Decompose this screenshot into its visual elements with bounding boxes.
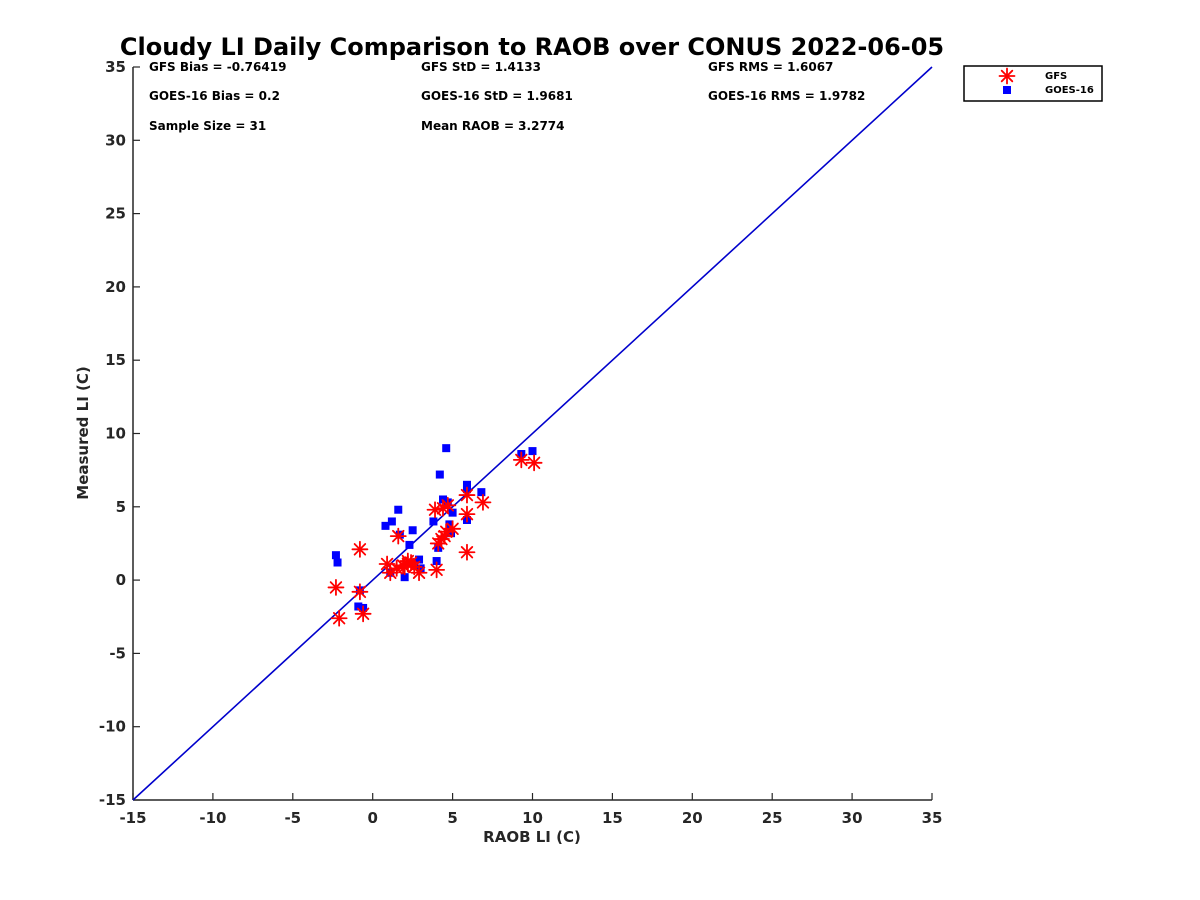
x-axis-label: RAOB LI (C) bbox=[483, 828, 581, 846]
stat-gfs-bias: GFS Bias = -0.76419 bbox=[149, 60, 286, 74]
goes-16-point bbox=[415, 555, 424, 564]
goes-16-point bbox=[435, 470, 444, 479]
legend-box bbox=[963, 65, 1103, 102]
goes-16-point bbox=[448, 508, 457, 517]
goes-16-point bbox=[354, 602, 363, 611]
x-tick-label: 0 bbox=[367, 809, 377, 827]
goes-16-point bbox=[405, 540, 414, 549]
x-tick-label: 25 bbox=[762, 809, 783, 827]
stat-gfs-rms: GFS RMS = 1.6067 bbox=[708, 60, 833, 74]
legend-label-goes-16: GOES-16 bbox=[1045, 85, 1094, 96]
gfs-point bbox=[512, 451, 530, 469]
y-tick-label: 30 bbox=[105, 131, 126, 149]
legend-marker-goes-16 bbox=[1003, 86, 1011, 94]
y-tick-label: 0 bbox=[116, 571, 126, 589]
x-tick-label: -5 bbox=[284, 809, 301, 827]
x-tick-label: 35 bbox=[922, 809, 943, 827]
stat-goes-bias: GOES-16 Bias = 0.2 bbox=[149, 89, 280, 103]
y-axis-label: Measured LI (C) bbox=[74, 366, 92, 499]
goes-16-point bbox=[432, 557, 441, 566]
gfs-point bbox=[439, 496, 457, 514]
gfs-point bbox=[474, 494, 492, 511]
gfs-point bbox=[428, 561, 446, 579]
stats-block: GFS Bias = -0.76419 GOES-16 Bias = 0.2 S… bbox=[149, 60, 865, 133]
y-tick-label: 15 bbox=[105, 351, 126, 369]
gfs-point bbox=[327, 579, 345, 596]
plot-area: -15 -10 -5 0 5 10 15 20 25 30 35 -15 -10 -5 0 5 10 15 20 25… bbox=[99, 58, 943, 827]
gfs-point bbox=[458, 486, 476, 504]
y-tick-label: 35 bbox=[105, 58, 126, 76]
goes-16-point bbox=[462, 480, 471, 489]
x-tick-label: -10 bbox=[199, 809, 226, 827]
gfs-point bbox=[525, 454, 543, 472]
goes-16-point bbox=[442, 444, 451, 453]
goes-16-point bbox=[394, 505, 403, 514]
gfs-point bbox=[436, 527, 454, 545]
gfs-point bbox=[351, 540, 369, 558]
gfs-point bbox=[354, 605, 372, 623]
one-to-one-reference-line bbox=[132, 66, 933, 801]
chart-title: Cloudy LI Daily Comparison to RAOB over … bbox=[120, 33, 944, 61]
x-tick-label: -15 bbox=[119, 809, 146, 827]
goes-16-point bbox=[381, 521, 390, 530]
y-tick-label: -10 bbox=[99, 718, 126, 736]
data-marks bbox=[327, 444, 543, 627]
goes-16-point bbox=[400, 573, 409, 582]
goes-16-point bbox=[331, 551, 340, 560]
y-tick-label: -5 bbox=[109, 644, 126, 662]
y-tick-label: 25 bbox=[105, 205, 126, 223]
x-tick-label: 15 bbox=[602, 809, 623, 827]
x-tick-label: 10 bbox=[522, 809, 543, 827]
goes-16-point bbox=[528, 447, 537, 456]
y-tick-label: -15 bbox=[99, 791, 126, 809]
stat-goes-std: GOES-16 StD = 1.9681 bbox=[421, 89, 573, 103]
stat-sample-size: Sample Size = 31 bbox=[149, 119, 266, 133]
y-tick-label: 5 bbox=[116, 498, 126, 516]
goes-16-point bbox=[333, 558, 342, 567]
legend: GFS GOES-16 bbox=[963, 65, 1103, 102]
goes-16-point bbox=[416, 564, 425, 573]
gfs-point bbox=[396, 558, 414, 576]
goes-16-point bbox=[447, 529, 456, 538]
gfs-point bbox=[458, 543, 476, 561]
stat-mean-raob: Mean RAOB = 3.2774 bbox=[421, 119, 565, 133]
x-tick-label: 30 bbox=[842, 809, 863, 827]
legend-label-gfs: GFS bbox=[1045, 71, 1067, 82]
gfs-point bbox=[458, 505, 476, 523]
gfs-point bbox=[330, 609, 348, 627]
axis-ticks: -15 -10 -5 0 5 10 15 20 25 30 35 -15 -10 -5 0 5 10 15 20 25… bbox=[99, 58, 943, 827]
stat-gfs-std: GFS StD = 1.4133 bbox=[421, 60, 541, 74]
y-tick-label: 10 bbox=[105, 425, 126, 443]
goes-16-point bbox=[408, 526, 417, 535]
x-tick-label: 20 bbox=[682, 809, 703, 827]
goes-16-point bbox=[477, 488, 486, 497]
stat-goes-rms: GOES-16 RMS = 1.9782 bbox=[708, 89, 865, 103]
legend-asterisk bbox=[998, 67, 1016, 85]
gfs-point bbox=[389, 527, 407, 545]
x-tick-label: 5 bbox=[447, 809, 457, 827]
gfs-point bbox=[410, 564, 428, 582]
y-tick-label: 20 bbox=[105, 278, 126, 296]
legend-marker-gfs bbox=[998, 67, 1016, 85]
gfs-point bbox=[351, 583, 369, 601]
goes-16-point bbox=[387, 517, 396, 526]
goes-16-point bbox=[429, 517, 438, 526]
